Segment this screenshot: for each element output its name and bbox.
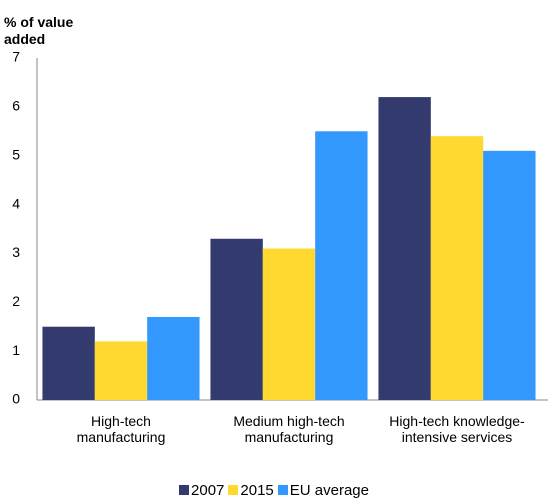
legend: 2007 2015 EU average bbox=[0, 482, 548, 499]
bar bbox=[210, 238, 263, 400]
bar bbox=[430, 136, 484, 400]
legend-swatch bbox=[228, 485, 239, 495]
y-tick-label: 5 bbox=[12, 146, 20, 162]
legend-item: 2015 bbox=[228, 482, 274, 499]
y-tick-label: 7 bbox=[12, 49, 20, 65]
y-tick-label: 4 bbox=[12, 195, 20, 211]
legend-item: 2007 bbox=[179, 482, 224, 499]
bar bbox=[315, 131, 368, 401]
x-tick-label: High-tech manufacturing bbox=[76, 413, 166, 445]
x-tick-label: Medium high-tech manufacturing bbox=[233, 413, 345, 445]
bar bbox=[262, 248, 316, 400]
bar bbox=[378, 97, 431, 400]
y-tick-label: 0 bbox=[12, 391, 20, 407]
y-tick-label: 1 bbox=[12, 342, 20, 358]
bar bbox=[94, 341, 148, 400]
y-tick-label: 6 bbox=[12, 98, 20, 114]
y-tick-label: 3 bbox=[12, 244, 20, 260]
bar bbox=[42, 326, 95, 400]
bar bbox=[147, 316, 200, 400]
x-tick-label: High-tech knowledge-intensive services bbox=[389, 413, 525, 445]
legend-item: EU average bbox=[277, 482, 369, 499]
legend-swatch bbox=[179, 485, 190, 495]
legend-label: 2007 bbox=[191, 482, 225, 499]
legend-label: 2015 bbox=[240, 482, 274, 499]
bar bbox=[483, 150, 536, 400]
y-axis-title: % of value added bbox=[4, 14, 74, 47]
y-tick-label: 2 bbox=[12, 293, 20, 309]
legend-swatch bbox=[277, 485, 288, 495]
legend-label: EU average bbox=[289, 482, 369, 499]
